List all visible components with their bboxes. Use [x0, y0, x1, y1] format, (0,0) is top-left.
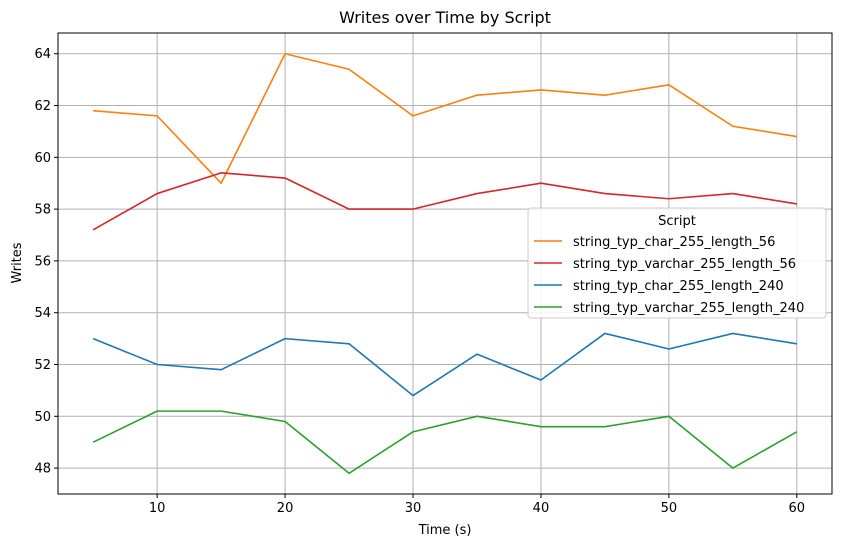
- y-tick-label: 48: [34, 462, 51, 477]
- x-tick-label: 40: [533, 501, 550, 516]
- y-tick-label: 52: [34, 358, 51, 373]
- x-tick-label: 10: [149, 501, 166, 516]
- y-tick-label: 60: [34, 151, 51, 166]
- y-tick-label: 56: [34, 254, 51, 269]
- y-tick-label: 54: [34, 306, 51, 321]
- legend-label-0: string_typ_char_255_length_56: [573, 235, 775, 250]
- legend: Script string_typ_char_255_length_56stri…: [527, 207, 827, 319]
- series-line-2: [92, 332, 797, 397]
- series-line-3: [92, 410, 798, 475]
- legend-label-1: string_typ_varchar_255_length_56: [573, 257, 796, 272]
- chart-title: Writes over Time by Script: [339, 8, 551, 27]
- x-tick-label: 60: [789, 501, 806, 516]
- y-axis-label: Writes: [10, 242, 25, 283]
- y-tick-label: 64: [34, 47, 51, 62]
- legend-box: [527, 207, 827, 319]
- x-axis-label: Time (s): [418, 523, 472, 538]
- y-axis-ticks: 48 50 52 54 56 58 60 62 64: [34, 47, 58, 477]
- y-tick-label: 50: [34, 410, 51, 425]
- y-tick-label: 58: [34, 203, 51, 218]
- series-lines: [92, 52, 798, 475]
- x-axis-ticks: 10 20 30 40 50 60: [149, 494, 805, 516]
- x-tick-label: 20: [277, 501, 294, 516]
- legend-label-3: string_typ_varchar_255_length_240: [573, 301, 804, 316]
- series-line-0: [93, 52, 797, 185]
- legend-label-2: string_typ_char_255_length_240: [573, 279, 784, 294]
- x-tick-label: 30: [405, 501, 422, 516]
- plot-frame: [57, 32, 833, 495]
- series-line-1: [92, 172, 797, 231]
- x-tick-label: 50: [661, 501, 678, 516]
- legend-title: Script: [658, 214, 696, 229]
- y-tick-label: 62: [34, 99, 51, 114]
